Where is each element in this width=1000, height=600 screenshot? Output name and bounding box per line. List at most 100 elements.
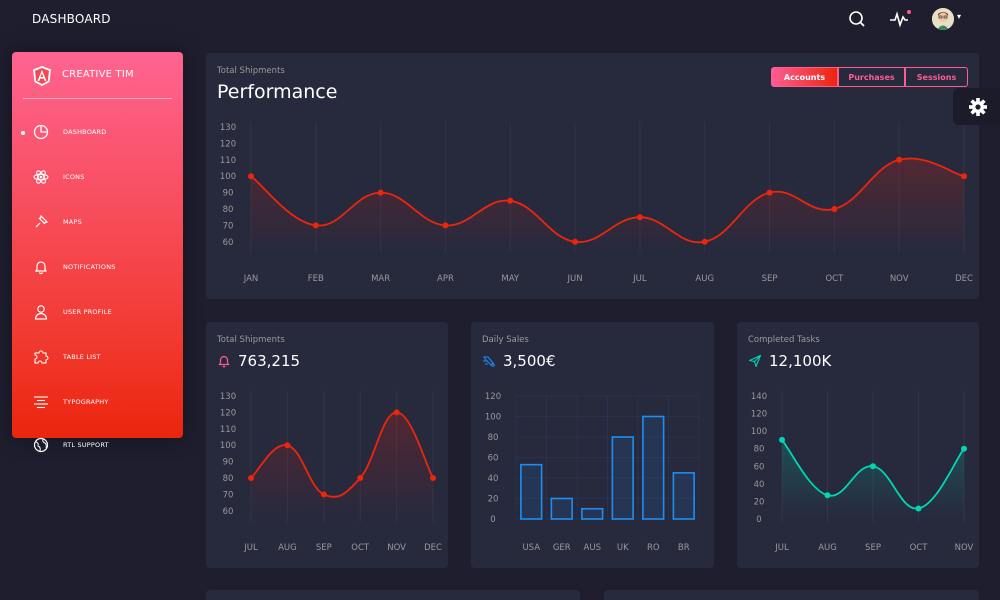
data-point: [961, 445, 967, 452]
card-title: 3,500€: [503, 352, 556, 370]
y-tick-label: 130: [220, 392, 236, 402]
x-tick-label: NOV: [955, 543, 974, 553]
data-point: [393, 409, 400, 416]
y-tick-label: 80: [488, 433, 499, 443]
card-category: Total Shipments: [217, 66, 285, 76]
x-tick-label: SEP: [316, 543, 332, 553]
world-icon: [33, 437, 49, 453]
tasks-card: Completed Tasks 12,100K 0 20 40 60 80 100 120 1…: [737, 322, 979, 568]
x-tick-label: JUL: [632, 274, 647, 284]
sidebar-brand[interactable]: CREATIVE TIM: [62, 69, 134, 80]
data-point: [572, 238, 579, 245]
y-tick-label: 20: [754, 497, 765, 507]
x-tick-label: AUS: [584, 543, 601, 553]
y-tick-label: 140: [751, 392, 767, 402]
y-tick-label: 80: [223, 474, 234, 484]
data-point: [831, 206, 838, 212]
notification-dot: [907, 10, 911, 14]
data-point: [248, 173, 254, 180]
send-icon: [748, 354, 762, 368]
x-tick-label: BR: [678, 543, 690, 553]
bottom-card-left: [206, 590, 580, 600]
y-tick-label: 130: [220, 123, 236, 133]
bar: [581, 507, 604, 520]
tab-sessions[interactable]: Sessions: [905, 67, 968, 87]
x-tick-label: DEC: [955, 274, 973, 284]
delivery-fast-icon: [482, 356, 495, 367]
card-category: Total Shipments: [217, 335, 285, 345]
y-tick-label: 80: [754, 445, 765, 455]
performance-card: Total Shipments Performance Accounts Pur…: [206, 53, 979, 299]
card-category: Daily Sales: [482, 335, 529, 345]
y-tick-label: 100: [220, 441, 236, 451]
data-point: [377, 189, 384, 196]
x-tick-label: AUG: [695, 274, 714, 284]
sidebar-item-label: DASHBOARD: [63, 128, 107, 136]
tab-purchases[interactable]: Purchases: [838, 67, 905, 87]
x-tick-label: JAN: [243, 274, 259, 284]
sidebar-item-typography[interactable]: TYPOGRAPHY: [12, 389, 183, 415]
x-tick-label: AUG: [818, 543, 837, 553]
bell-icon: [218, 355, 230, 368]
data-point: [766, 189, 773, 196]
y-tick-label: 90: [223, 458, 234, 468]
sales-card: Daily Sales 3,500€ 0 20 40 60 80 100 120 USA GER…: [471, 322, 714, 568]
y-tick-label: 100: [751, 427, 767, 437]
avatar[interactable]: [932, 8, 954, 30]
x-tick-label: OCT: [351, 543, 370, 553]
data-point: [961, 173, 967, 180]
chevron-down-icon[interactable]: ▾: [957, 12, 962, 21]
y-tick-label: 40: [488, 474, 499, 484]
settings-button[interactable]: [953, 88, 1000, 125]
data-point: [507, 197, 514, 204]
y-tick-label: 60: [488, 454, 499, 464]
y-tick-label: 100: [220, 172, 236, 182]
data-point: [357, 475, 364, 481]
x-tick-label: JUN: [567, 274, 583, 284]
search-icon[interactable]: [846, 8, 868, 30]
x-tick-label: USA: [522, 543, 540, 553]
top-navbar: DASHBOARD ▾: [0, 0, 1000, 40]
y-tick-label: 70: [223, 221, 234, 231]
sidebar-item-maps[interactable]: MAPS: [12, 209, 183, 235]
y-tick-label: 120: [485, 392, 501, 402]
tab-accounts[interactable]: Accounts: [771, 67, 838, 87]
y-tick-label: 40: [754, 480, 765, 490]
angular-logo-icon: [33, 66, 51, 86]
card-category: Completed Tasks: [748, 335, 820, 345]
y-tick-label: 120: [220, 408, 236, 418]
y-tick-label: 120: [751, 410, 767, 420]
sidebar-item-dashboard[interactable]: DASHBOARD: [12, 119, 183, 145]
sidebar-item-icons[interactable]: ICONS: [12, 164, 183, 190]
sales-chart: 0 20 40 60 80 100 120 USA GER AUS UK RO BR: [485, 392, 700, 553]
sidebar-item-rtl-support[interactable]: RTL SUPPORT: [12, 432, 183, 458]
area-fill: [782, 439, 964, 519]
sidebar-item-table-list[interactable]: TABLE LIST: [12, 344, 183, 370]
data-point: [284, 442, 291, 449]
y-tick-label: 60: [754, 462, 765, 472]
x-tick-label: JUL: [243, 543, 258, 553]
puzzle-icon: [34, 350, 49, 364]
y-tick-label: 0: [756, 515, 761, 525]
sidebar-item-label: MAPS: [63, 218, 82, 226]
sidebar-item-user-profile[interactable]: USER PROFILE: [12, 299, 183, 325]
y-tick-label: 0: [490, 515, 495, 525]
x-tick-label: SEP: [762, 274, 778, 284]
shipments-card: Total Shipments 763,215 60 70 80 90 100 110 12…: [206, 322, 448, 568]
bottom-card-right: [604, 590, 979, 600]
x-tick-label: SEP: [865, 543, 881, 553]
divider: [23, 98, 172, 99]
data-point: [312, 222, 319, 229]
navbar-title[interactable]: DASHBOARD: [32, 12, 111, 26]
user-avatar-icon: [932, 8, 954, 30]
x-tick-label: NOV: [387, 543, 406, 553]
sidebar-item-notifications[interactable]: NOTIFICATIONS: [12, 254, 183, 280]
data-point: [636, 214, 643, 221]
activity-icon[interactable]: [888, 8, 910, 30]
card-title: 763,215: [238, 352, 301, 370]
area-fill: [251, 158, 964, 250]
bar: [611, 436, 634, 520]
x-tick-label: OCT: [825, 274, 844, 284]
y-tick-label: 110: [220, 156, 236, 166]
x-tick-label: DEC: [424, 543, 442, 553]
